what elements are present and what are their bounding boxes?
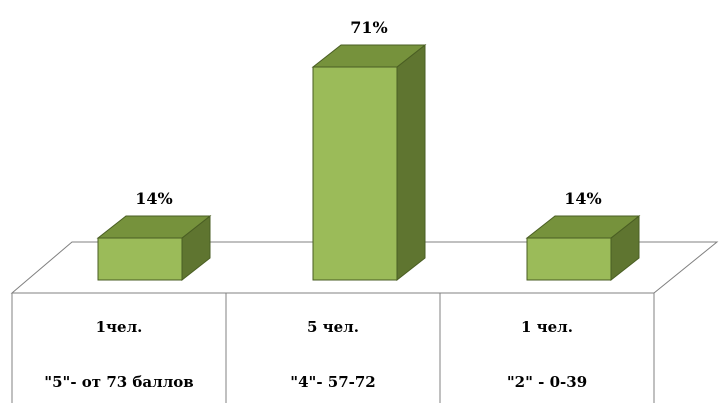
bar [526, 237, 612, 281]
data-label: 14% [135, 189, 172, 208]
category-count-label: 5 чел. [307, 318, 359, 336]
category-grade-label: "4"- 57-72 [290, 373, 376, 391]
bar-side [396, 43, 426, 282]
category-grade-label: "5"- от 73 баллов [44, 373, 193, 391]
bar [97, 237, 183, 281]
bar [312, 66, 398, 281]
category-table: 1чел. "5"- от 73 баллов 5 чел. "4"- 57-72 1 … [11, 292, 655, 403]
data-label: 71% [350, 18, 387, 37]
bars-group [96, 43, 641, 282]
data-labels-group: 14% 71% 14% [135, 18, 601, 208]
data-label: 14% [564, 189, 601, 208]
category-count-label: 1 чел. [521, 318, 573, 336]
category-count-label: 1чел. [96, 318, 143, 336]
category-grade-label: "2" - 0-39 [507, 373, 587, 391]
